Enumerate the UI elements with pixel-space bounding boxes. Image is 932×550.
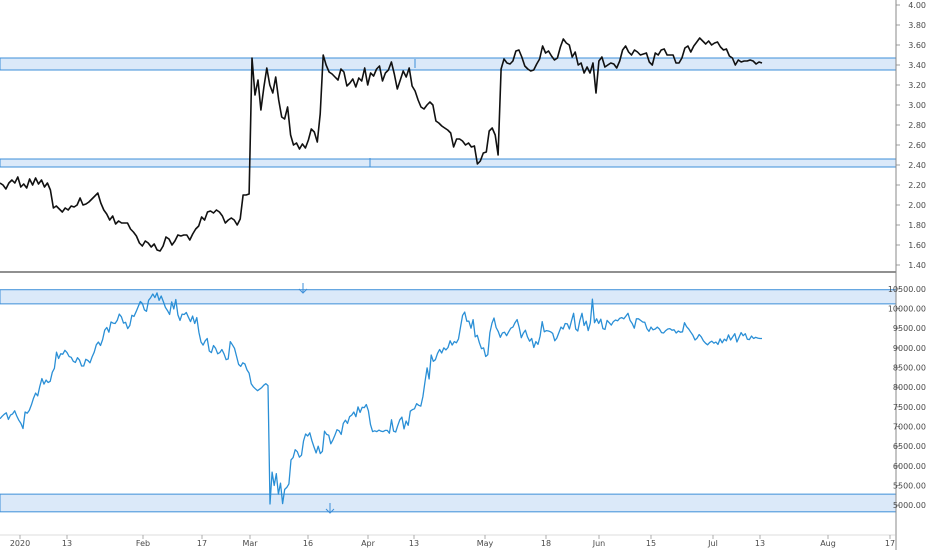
x-tick-label: 13 (755, 539, 765, 548)
x-tick-label: 13 (62, 539, 72, 548)
y-tick-label: 2.60 (908, 141, 926, 150)
y-tick-label: 1.60 (908, 241, 926, 250)
y-tick-label: 2.20 (908, 181, 926, 190)
lower-zones (0, 289, 897, 513)
y-tick-label: 2.80 (908, 121, 926, 130)
x-tick-label: Aug (820, 539, 836, 548)
zone-band (0, 493, 897, 513)
zone-band (0, 289, 897, 305)
y-tick-label: 1.40 (908, 261, 926, 270)
x-tick-label: 2020 (10, 539, 30, 548)
y-tick-label: 3.00 (908, 101, 926, 110)
x-tick-label: 17 (885, 539, 895, 548)
arrow-down-icon (298, 283, 308, 294)
y-tick-label: 6000.00 (893, 462, 926, 471)
upper-series-line (0, 37, 763, 252)
y-tick-label: 7500.00 (893, 403, 926, 412)
y-tick-label: 5000.00 (893, 501, 926, 510)
upper-y-axis: 4.00 3.80 3.60 3.40 3.20 3.00 2.80 2.60 2.40 2.20… (896, 1, 926, 270)
x-tick-label: May (477, 539, 494, 548)
y-tick-label: 9500.00 (893, 324, 926, 333)
y-tick-label: 3.60 (908, 41, 926, 50)
x-axis: 2020 13 Feb 17 Mar 16 Apr 13 May 18 Jun 15 Jul 13 Aug 1… (10, 535, 895, 548)
x-tick-label: Apr (361, 539, 376, 548)
y-tick-label: 9000.00 (893, 344, 926, 353)
lower-y-axis: 10500.00 10000.00 9500.00 9000.00 8500.00 800… (888, 285, 926, 510)
x-tick-label: Mar (242, 539, 258, 548)
y-tick-label: 3.20 (908, 81, 926, 90)
x-tick-label: 16 (303, 539, 313, 548)
y-tick-label: 7000.00 (893, 423, 926, 432)
y-tick-label: 10500.00 (888, 285, 926, 294)
y-tick-label: 8000.00 (893, 383, 926, 392)
y-tick-label: 1.80 (908, 221, 926, 230)
y-tick-label: 3.80 (908, 21, 926, 30)
x-tick-label: 17 (197, 539, 207, 548)
zone-band (0, 158, 897, 168)
y-tick-label: 2.40 (908, 161, 926, 170)
y-tick-label: 5500.00 (893, 481, 926, 490)
x-tick-label: Feb (136, 539, 150, 548)
x-tick-label: Jun (592, 539, 606, 548)
x-tick-label: 15 (646, 539, 656, 548)
upper-zones (0, 57, 897, 168)
y-tick-label: 6500.00 (893, 442, 926, 451)
y-tick-label: 2.00 (908, 201, 926, 210)
y-tick-label: 8500.00 (893, 364, 926, 373)
y-tick-label: 3.40 (908, 61, 926, 70)
x-tick-label: Jul (707, 539, 718, 548)
y-tick-label: 10000.00 (888, 305, 926, 314)
zone-band (0, 57, 897, 71)
arrow-down-icon (325, 503, 335, 514)
y-tick-label: 4.00 (908, 1, 926, 10)
x-tick-label: 18 (541, 539, 551, 548)
lower-series-line (0, 292, 762, 505)
zone-markers (298, 59, 416, 514)
x-tick-label: 13 (409, 539, 419, 548)
